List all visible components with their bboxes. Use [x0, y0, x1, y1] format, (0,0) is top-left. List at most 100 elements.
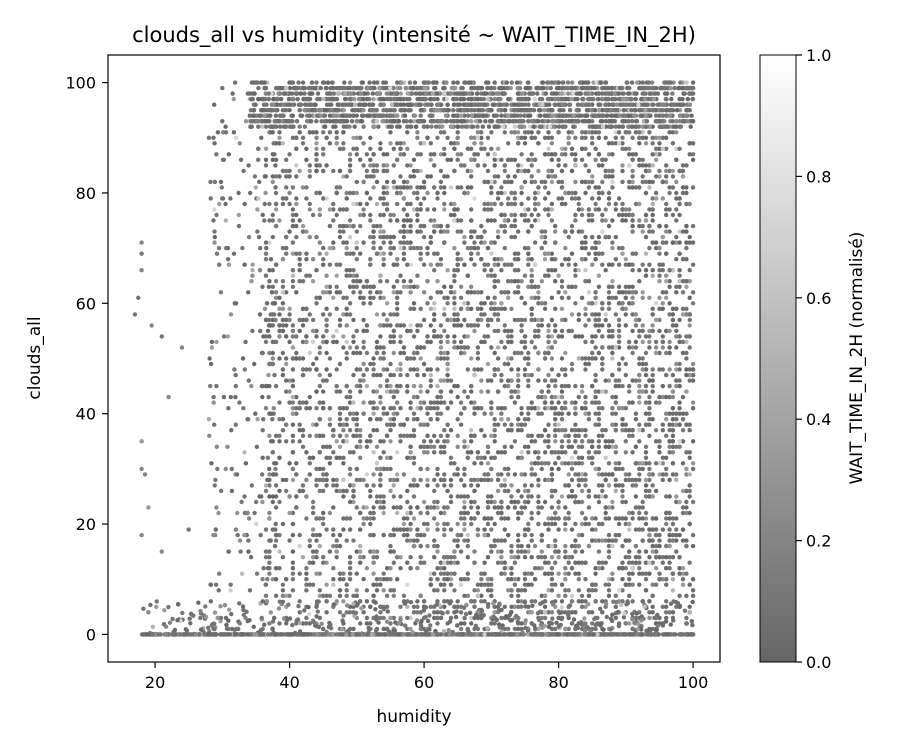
- scatter-point: [546, 461, 551, 466]
- scatter-point: [489, 301, 494, 306]
- scatter-point: [670, 389, 676, 394]
- scatter-point: [596, 251, 602, 256]
- scatter-point: [361, 477, 366, 483]
- scatter-point: [378, 577, 383, 582]
- scatter-point: [307, 472, 312, 477]
- scatter-point: [331, 433, 336, 438]
- scatter-point: [630, 599, 635, 604]
- scatter-point: [267, 334, 272, 339]
- scatter-point: [593, 394, 598, 400]
- scatter-point: [314, 141, 319, 146]
- scatter-point: [492, 350, 497, 356]
- scatter-point: [620, 290, 625, 295]
- scatter-point: [546, 268, 551, 273]
- scatter-point: [529, 212, 534, 218]
- scatter-point: [327, 207, 333, 212]
- scatter-point: [448, 284, 454, 289]
- scatter-point: [368, 135, 373, 140]
- scatter-point: [442, 521, 447, 527]
- scatter-point: [492, 306, 497, 311]
- scatter-point: [660, 146, 665, 151]
- scatter-point: [613, 604, 618, 609]
- scatter-point: [579, 146, 585, 151]
- scatter-point: [522, 571, 528, 576]
- scatter-point: [664, 163, 669, 168]
- scatter-point: [445, 571, 450, 576]
- scatter-point: [378, 223, 383, 229]
- scatter-point: [664, 179, 669, 185]
- scatter-point: [384, 301, 390, 306]
- scatter-point: [455, 157, 460, 162]
- scatter-point: [364, 621, 370, 626]
- scatter-point: [415, 284, 420, 289]
- scatter-point: [536, 130, 541, 135]
- scatter-point: [465, 185, 470, 190]
- scatter-point: [479, 339, 484, 345]
- scatter-point: [627, 560, 632, 565]
- scatter-point: [640, 80, 645, 85]
- scatter-point: [616, 212, 622, 218]
- scatter-point: [425, 433, 430, 438]
- scatter-point: [532, 543, 538, 549]
- scatter-point: [411, 428, 417, 433]
- scatter-point: [667, 279, 672, 284]
- scatter-point: [432, 433, 437, 438]
- scatter-point: [482, 571, 487, 576]
- scatter-point: [442, 356, 447, 361]
- scatter-point: [321, 257, 326, 262]
- scatter-point: [280, 168, 286, 174]
- scatter-point: [381, 163, 386, 168]
- scatter-point: [405, 229, 410, 234]
- scatter-point: [603, 389, 608, 394]
- scatter-point: [398, 350, 403, 356]
- scatter-point: [364, 323, 370, 328]
- scatter-point: [600, 356, 605, 361]
- scatter-point: [408, 527, 413, 532]
- scatter-point: [324, 163, 329, 168]
- scatter-point: [344, 588, 349, 593]
- scatter-point: [664, 273, 669, 278]
- scatter-point: [378, 610, 383, 615]
- scatter-point: [458, 621, 464, 626]
- scatter-point: [411, 433, 417, 438]
- scatter-point: [331, 566, 336, 571]
- scatter-point: [290, 477, 296, 483]
- scatter-point: [492, 96, 497, 102]
- scatter-point: [358, 251, 363, 256]
- scatter-point: [593, 185, 598, 190]
- scatter-point: [351, 450, 356, 455]
- scatter-point: [388, 245, 393, 251]
- scatter-point: [368, 163, 373, 168]
- scatter-point: [442, 400, 447, 405]
- scatter-point: [556, 516, 561, 521]
- scatter-point: [364, 383, 370, 389]
- scatter-point: [499, 571, 504, 576]
- scatter-point: [368, 262, 373, 267]
- scatter-point: [559, 494, 565, 499]
- scatter-point: [650, 207, 655, 212]
- scatter-point: [495, 505, 501, 510]
- scatter-point: [455, 141, 460, 146]
- scatter-point: [664, 201, 669, 207]
- scatter-point: [374, 499, 380, 505]
- scatter-point: [643, 141, 649, 146]
- scatter-point: [664, 135, 669, 140]
- scatter-point: [600, 406, 605, 411]
- scatter-point: [502, 306, 507, 311]
- scatter-point: [506, 472, 511, 477]
- scatter-point: [637, 135, 642, 140]
- scatter-point: [600, 91, 605, 96]
- scatter-point: [277, 433, 282, 438]
- scatter-point: [593, 201, 598, 207]
- scatter-point: [593, 400, 598, 405]
- scatter-point: [647, 466, 652, 472]
- scatter-point: [495, 450, 501, 455]
- scatter-point: [532, 190, 538, 196]
- scatter-point: [627, 345, 632, 350]
- scatter-point: [489, 306, 494, 311]
- scatter-point: [529, 279, 534, 284]
- scatter-point: [677, 383, 682, 389]
- scatter-point: [428, 262, 433, 267]
- scatter-point: [677, 334, 682, 339]
- scatter-point: [448, 400, 454, 405]
